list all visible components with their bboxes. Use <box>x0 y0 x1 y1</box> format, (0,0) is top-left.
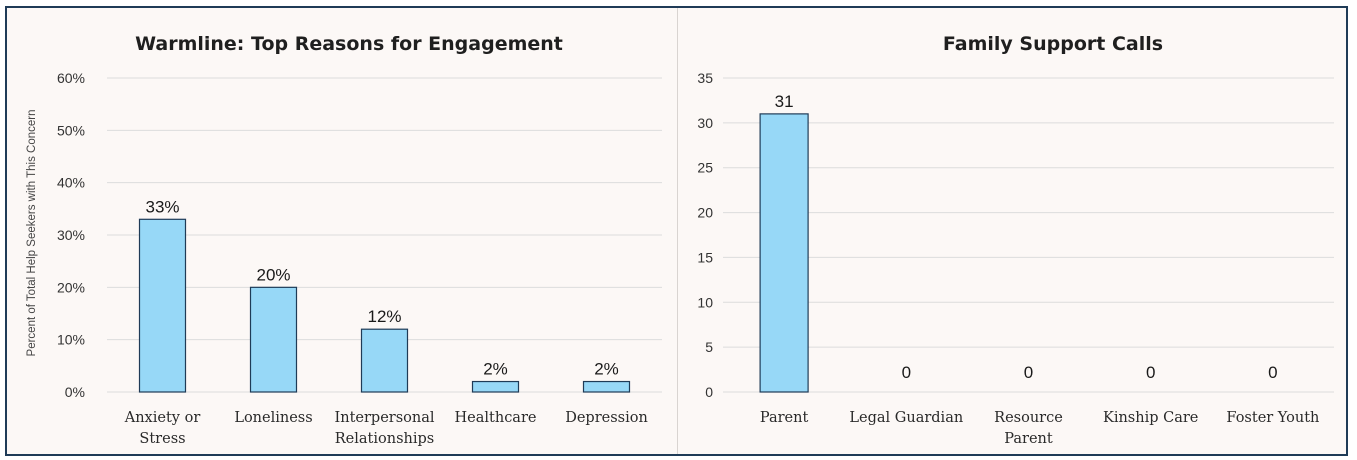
x-category-label: Parent <box>1004 431 1053 447</box>
y-tick-label: 20 <box>697 205 713 221</box>
y-tick-label: 0% <box>65 384 85 400</box>
x-category-label: Kinship Care <box>1103 410 1198 426</box>
chart-title: Family Support Calls <box>943 33 1163 55</box>
warmline-chart: Warmline: Top Reasons for Engagement Per… <box>26 33 662 447</box>
y-tick-label: 5 <box>705 339 713 355</box>
bar <box>249 286 298 393</box>
y-tick-label: 10% <box>57 332 85 348</box>
data-label: 2% <box>594 360 619 379</box>
bar <box>360 328 409 393</box>
x-category-label: Resource <box>994 410 1063 426</box>
data-label: 0 <box>1146 363 1155 382</box>
y-tick-label: 35 <box>697 70 713 86</box>
y-tick-label: 60% <box>57 70 85 86</box>
x-category-label: Stress <box>139 431 185 447</box>
y-tick-label: 25 <box>697 160 713 176</box>
y-tick-label: 50% <box>57 122 85 138</box>
y-tick-label: 20% <box>57 279 85 295</box>
data-label: 20% <box>256 265 290 284</box>
bar <box>582 380 631 393</box>
data-label: 0 <box>902 363 911 382</box>
x-category-label: Relationships <box>335 431 434 447</box>
data-label: 31 <box>775 92 794 111</box>
x-category-label: Loneliness <box>234 410 312 426</box>
bar <box>471 380 520 393</box>
y-tick-label: 40% <box>57 175 85 191</box>
family-support-chart-panel: Family Support Calls 0 5 10 15 20 25 30 35 31 Par… <box>679 8 1348 454</box>
x-category-label: Foster Youth <box>1226 410 1319 426</box>
panel-divider <box>677 8 678 454</box>
x-category-label: Anxiety or <box>124 410 201 426</box>
data-label: 12% <box>367 307 401 326</box>
y-axis-label: Percent of Total Help Seekers with This … <box>26 110 38 357</box>
charts-frame: Warmline: Top Reasons for Engagement Per… <box>5 6 1348 456</box>
data-label: 0 <box>1268 363 1277 382</box>
x-category-label: Healthcare <box>455 410 537 426</box>
x-category-label: Parent <box>760 410 809 426</box>
chart-title: Warmline: Top Reasons for Engagement <box>135 33 563 55</box>
y-tick-label: 15 <box>697 249 713 265</box>
warmline-chart-panel: Warmline: Top Reasons for Engagement Per… <box>7 8 677 454</box>
x-category-label: Legal Guardian <box>849 410 963 426</box>
x-category-label: Depression <box>565 410 648 426</box>
data-label: 0 <box>1024 363 1033 382</box>
y-tick-label: 0 <box>705 384 713 400</box>
data-label: 33% <box>145 197 179 216</box>
y-tick-label: 10 <box>697 294 713 310</box>
bar <box>759 113 809 393</box>
bar <box>138 218 187 393</box>
data-label: 2% <box>483 360 508 379</box>
x-category-label: Interpersonal <box>335 410 435 426</box>
y-tick-label: 30% <box>57 227 85 243</box>
y-tick-label: 30 <box>697 115 713 131</box>
family-support-chart: Family Support Calls 0 5 10 15 20 25 30 35 31 Par… <box>697 33 1334 447</box>
